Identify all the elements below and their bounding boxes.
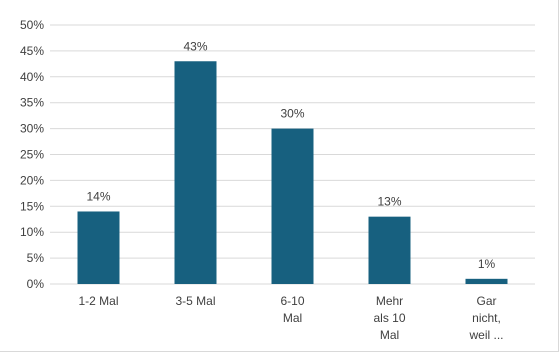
y-axis-ticks: 0% 5% 10% 15% 20% 25% 30% 35% 40% 45% 50% [20,18,44,291]
y-tick-label: 35% [20,96,44,110]
y-tick-label: 40% [20,70,44,84]
x-tick-label-line: Mehr [376,294,403,308]
data-labels: 14% 43% 30% 13% 1% [86,39,495,271]
x-tick-label-line: weil ... [468,328,503,342]
x-tick-label-line: Mal [380,328,399,342]
y-tick-label: 25% [20,148,44,162]
data-label: 13% [377,195,401,209]
x-tick-label-line: nicht, [472,311,501,325]
y-tick-label: 10% [20,225,44,239]
x-tick-label: 6-10 Mal [280,294,304,325]
y-tick-label: 30% [20,122,44,136]
x-tick-label-line: 3-5 Mal [175,294,215,308]
x-tick-label-line: als 10 [373,311,405,325]
x-tick-label-line: Mal [283,311,302,325]
bars [77,61,508,285]
y-tick-label: 15% [20,199,44,213]
x-axis-ticks: 1-2 Mal 3-5 Mal 6-10 Mal Mehr als 10 Mal Gar nic… [78,294,503,342]
bar [465,278,508,284]
y-tick-label: 50% [20,18,44,32]
x-tick-label: 1-2 Mal [78,294,118,308]
bar [368,216,411,284]
y-tick-label: 5% [27,251,45,265]
x-tick-label-line: Gar [476,294,496,308]
bar [271,128,314,284]
data-label: 1% [478,257,496,271]
y-tick-label: 20% [20,173,44,187]
x-tick-label: Mehr als 10 Mal [373,294,405,342]
x-tick-label: Gar nicht, weil ... [468,294,503,342]
x-tick-label-line: 6-10 [280,294,304,308]
bar [174,61,217,285]
y-tick-label: 0% [27,277,45,291]
x-tick-label-line: 1-2 Mal [78,294,118,308]
bar [77,211,120,284]
data-label: 30% [280,107,304,121]
x-tick-label: 3-5 Mal [175,294,215,308]
y-tick-label: 45% [20,44,44,58]
data-label: 43% [183,39,207,53]
data-label: 14% [86,189,110,203]
